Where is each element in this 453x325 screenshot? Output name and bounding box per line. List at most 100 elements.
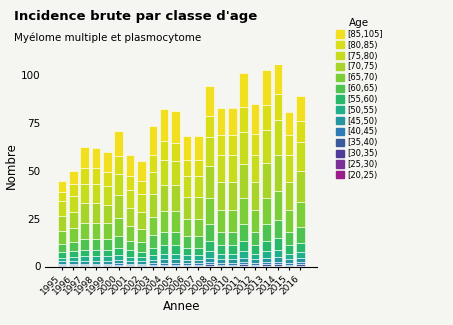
Bar xyxy=(149,265,157,266)
Bar xyxy=(80,265,89,266)
Bar xyxy=(274,264,282,266)
Bar xyxy=(80,239,89,250)
Bar xyxy=(58,231,66,243)
Bar xyxy=(183,219,191,236)
Bar xyxy=(205,258,214,262)
Bar xyxy=(58,216,66,231)
Bar xyxy=(251,182,259,210)
Bar xyxy=(160,211,169,232)
Bar xyxy=(251,259,259,263)
Bar xyxy=(274,94,282,120)
Bar xyxy=(149,248,157,255)
Bar xyxy=(262,258,270,262)
Bar xyxy=(137,257,146,261)
Bar xyxy=(126,176,135,190)
Bar xyxy=(251,155,259,182)
Bar xyxy=(240,164,248,198)
Bar xyxy=(240,265,248,266)
Bar xyxy=(217,155,225,182)
Bar xyxy=(149,263,157,265)
Bar xyxy=(115,218,123,236)
Bar xyxy=(285,135,294,155)
Bar xyxy=(137,212,146,229)
Bar xyxy=(126,251,135,257)
Bar xyxy=(126,155,135,176)
Bar xyxy=(274,238,282,250)
Bar xyxy=(228,245,236,254)
Bar xyxy=(285,254,294,259)
Bar xyxy=(194,248,202,255)
Bar xyxy=(80,168,89,184)
Bar xyxy=(183,236,191,248)
Bar xyxy=(296,252,305,258)
Bar xyxy=(149,172,157,194)
Bar xyxy=(149,126,157,154)
Bar xyxy=(285,232,294,245)
Bar xyxy=(262,70,270,105)
Bar xyxy=(274,220,282,238)
Bar xyxy=(228,232,236,245)
Bar xyxy=(92,256,100,261)
Bar xyxy=(240,258,248,262)
Bar xyxy=(205,251,214,258)
Bar xyxy=(194,176,202,197)
Bar xyxy=(126,265,135,266)
Bar xyxy=(103,152,111,172)
Bar xyxy=(69,251,77,257)
Bar xyxy=(217,263,225,265)
Bar xyxy=(171,245,180,254)
Bar xyxy=(262,105,270,130)
Bar xyxy=(171,263,180,265)
Bar xyxy=(240,107,248,132)
Bar xyxy=(285,155,294,182)
Bar xyxy=(103,265,111,266)
Bar xyxy=(183,265,191,266)
Bar xyxy=(137,242,146,252)
Bar xyxy=(149,235,157,248)
Bar xyxy=(205,241,214,251)
Bar xyxy=(80,147,89,168)
Bar xyxy=(262,262,270,265)
Bar xyxy=(217,108,225,135)
Bar xyxy=(205,265,214,266)
Bar xyxy=(103,186,111,205)
Bar xyxy=(285,245,294,254)
Bar xyxy=(251,254,259,259)
Bar xyxy=(228,210,236,232)
Bar xyxy=(296,258,305,262)
Bar xyxy=(137,252,146,257)
Bar xyxy=(58,265,66,266)
Bar xyxy=(274,120,282,155)
Bar xyxy=(251,265,259,266)
Bar xyxy=(205,166,214,199)
Bar xyxy=(103,205,111,223)
Bar xyxy=(251,232,259,245)
Bar xyxy=(251,210,259,232)
Bar xyxy=(274,262,282,264)
Bar xyxy=(92,184,100,203)
Bar xyxy=(240,262,248,265)
Bar xyxy=(183,255,191,260)
Bar xyxy=(251,245,259,254)
Bar xyxy=(115,265,123,266)
Bar xyxy=(69,242,77,251)
Bar xyxy=(183,176,191,197)
Bar xyxy=(274,155,282,191)
Bar xyxy=(137,194,146,212)
Bar xyxy=(69,264,77,265)
Bar xyxy=(240,198,248,224)
Bar xyxy=(80,256,89,261)
Bar xyxy=(80,250,89,256)
Bar xyxy=(183,248,191,255)
Bar xyxy=(171,143,180,161)
Bar xyxy=(285,210,294,232)
Bar xyxy=(160,259,169,263)
Bar xyxy=(126,227,135,241)
Bar xyxy=(262,130,270,163)
Bar xyxy=(160,160,169,185)
Bar xyxy=(126,257,135,261)
Bar xyxy=(262,163,270,198)
Bar xyxy=(240,224,248,241)
Bar xyxy=(69,212,77,228)
Bar xyxy=(115,174,123,195)
